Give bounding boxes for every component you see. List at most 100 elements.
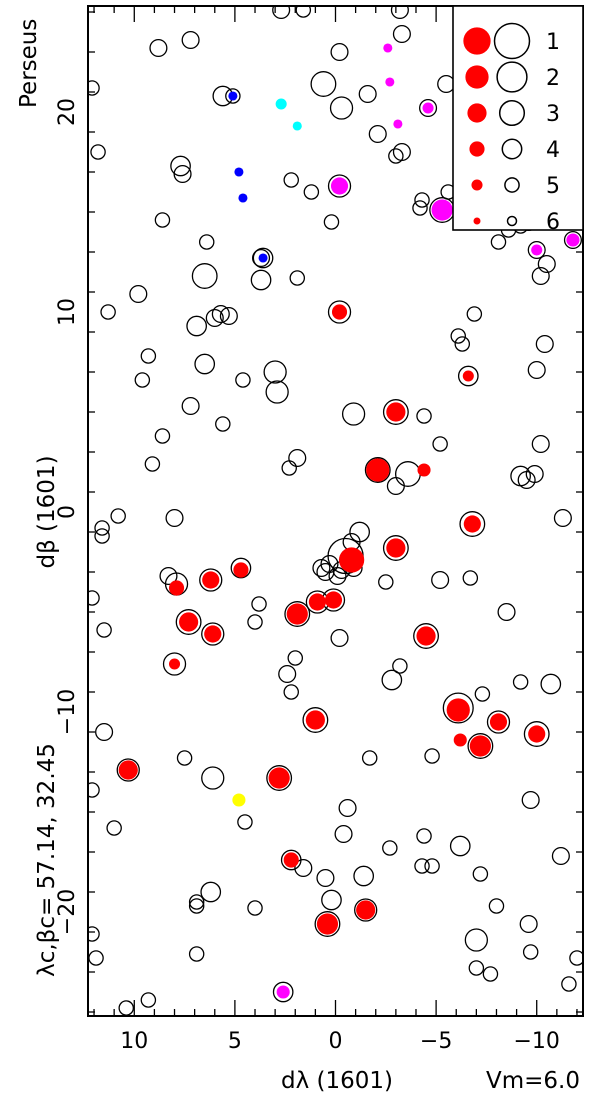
star-marker-open xyxy=(154,428,171,444)
star-marker-open xyxy=(215,416,231,432)
star-marker-open xyxy=(464,928,489,952)
star-marker-filled xyxy=(385,77,395,87)
star-marker-open xyxy=(527,360,546,380)
star-marker-open xyxy=(251,248,271,268)
legend-open-symbol xyxy=(498,99,526,127)
star-marker-open xyxy=(154,212,171,228)
star-marker-filled xyxy=(383,43,393,53)
open-star-markers xyxy=(88,6,583,1016)
star-marker-filled xyxy=(356,900,376,920)
star-marker-open xyxy=(474,686,491,702)
star-marker-open xyxy=(561,976,577,992)
star-marker-open xyxy=(250,269,272,291)
star-marker-open xyxy=(88,782,100,798)
star-marker-filled xyxy=(202,571,220,589)
star-marker-open xyxy=(295,6,312,18)
star-marker-filled xyxy=(417,463,431,477)
footer-label: Vm=6.0 xyxy=(486,1068,580,1094)
star-marker-open xyxy=(341,402,366,426)
star-marker-open xyxy=(237,814,253,830)
star-marker-filled xyxy=(275,98,287,110)
legend-filled-symbol xyxy=(471,179,483,191)
star-marker-open xyxy=(303,184,320,200)
star-marker-filled xyxy=(283,852,299,868)
star-marker-open xyxy=(181,30,200,50)
star-marker-open xyxy=(523,721,550,747)
star-marker-open xyxy=(314,911,341,937)
star-marker-open xyxy=(175,609,202,635)
star-marker-open xyxy=(247,900,263,916)
star-marker-open xyxy=(442,692,474,724)
star-marker-filled xyxy=(416,626,436,646)
star-marker-open xyxy=(88,590,100,606)
star-marker-open xyxy=(188,894,205,910)
star-marker-open xyxy=(414,858,430,874)
chart-title: Perseus xyxy=(16,19,42,108)
legend-label: 6 xyxy=(546,210,560,235)
legend: 1 2 3 4 5 6 xyxy=(452,5,584,235)
star-marker-filled xyxy=(324,591,343,609)
star-marker-open xyxy=(368,124,387,144)
star-marker-filled xyxy=(168,658,181,670)
star-marker-filled xyxy=(366,458,390,482)
star-marker-open xyxy=(424,748,440,764)
star-marker-filled xyxy=(316,913,339,935)
star-marker-open xyxy=(110,508,126,524)
star-marker-open xyxy=(302,707,329,733)
star-marker-filled xyxy=(489,713,508,731)
legend-filled-symbol xyxy=(463,27,491,55)
x-tick-label: 5 xyxy=(228,1029,242,1054)
star-marker-open xyxy=(551,846,570,866)
star-marker-open xyxy=(278,664,297,684)
y-tick-label: 10 xyxy=(55,298,80,326)
star-marker-open xyxy=(225,88,241,104)
legend-filled-symbol xyxy=(469,141,485,157)
star-marker-open xyxy=(537,254,556,274)
star-marker-open xyxy=(90,144,106,160)
star-marker-open xyxy=(284,601,311,627)
star-marker-open xyxy=(219,306,238,326)
star-marker-filled xyxy=(331,304,348,320)
star-marker-open xyxy=(412,200,428,216)
star-marker-open xyxy=(330,628,349,648)
star-marker-open xyxy=(94,528,110,544)
y-tick-label: −20 xyxy=(55,889,80,935)
star-marker-open xyxy=(186,315,208,337)
star-marker-filled xyxy=(469,735,491,757)
star-marker-open xyxy=(364,457,391,483)
star-marker-open xyxy=(247,614,263,630)
star-marker-open xyxy=(106,820,122,836)
star-marker-filled xyxy=(330,177,349,195)
y-axis-label: dβ (1601) xyxy=(34,455,60,568)
star-marker-open xyxy=(392,24,411,44)
star-marker-open xyxy=(88,950,104,966)
x-tick-label: −5 xyxy=(420,1029,452,1054)
star-marker-open xyxy=(201,622,225,646)
star-marker-open xyxy=(450,328,466,344)
star-marker-filled xyxy=(528,725,546,743)
star-marker-open xyxy=(382,840,398,856)
star-marker-open xyxy=(205,308,224,328)
star-marker-open xyxy=(283,684,299,700)
star-marker-open xyxy=(263,360,287,384)
star-marker-open xyxy=(230,557,252,579)
star-marker-filled xyxy=(118,760,138,780)
star-marker-filled xyxy=(204,625,222,643)
star-marker-open xyxy=(88,80,100,96)
star-marker-open xyxy=(468,960,485,976)
star-marker-open xyxy=(490,234,507,250)
star-marker-open xyxy=(449,835,471,857)
star-marker-open xyxy=(416,408,432,424)
legend-open-symbol xyxy=(506,215,518,227)
star-marker-open xyxy=(414,192,430,208)
star-marker-filled xyxy=(168,580,185,596)
star-marker-open xyxy=(170,155,191,177)
star-marker-open xyxy=(265,380,289,404)
star-marker-open xyxy=(94,520,110,536)
star-marker-open xyxy=(454,336,471,352)
x-tick-label: 10 xyxy=(120,1029,148,1054)
star-marker-open xyxy=(569,950,583,966)
star-marker-open xyxy=(392,658,408,674)
star-marker-open xyxy=(329,96,354,120)
star-marker-open xyxy=(287,650,304,666)
